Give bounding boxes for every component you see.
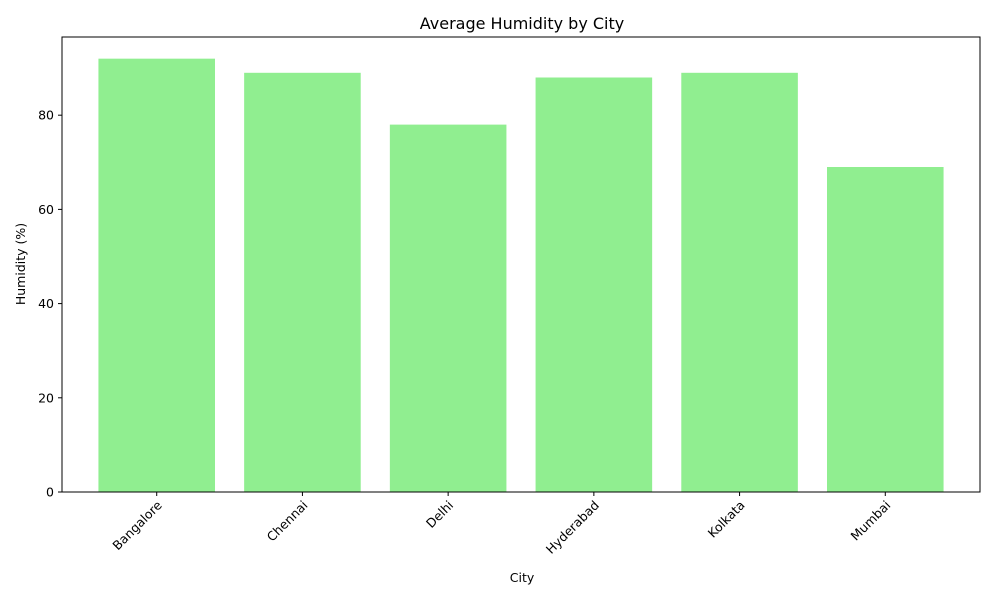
bar-hyderabad xyxy=(535,77,653,492)
bar-bangalore xyxy=(98,58,215,493)
x-tick-label: Mumbai xyxy=(847,498,893,544)
y-axis-label: Humidity (%) xyxy=(13,223,28,305)
y-tick-label: 40 xyxy=(38,296,54,311)
bar-chennai xyxy=(244,72,361,492)
y-tick-label: 80 xyxy=(38,108,54,123)
x-tick-label: Kolkata xyxy=(705,498,748,541)
bar-kolkata xyxy=(681,72,798,492)
chart-title: Average Humidity by City xyxy=(420,14,625,33)
x-axis-ticks: Bangalore Chennai Delhi Hyderabad Kolkata Mum… xyxy=(109,492,893,557)
axes-frame xyxy=(61,36,981,493)
y-tick-label: 0 xyxy=(46,485,54,500)
x-tick-label: Hyderabad xyxy=(543,498,602,557)
bar-delhi xyxy=(389,124,507,492)
y-tick-label: 60 xyxy=(38,202,54,217)
x-tick-label: Delhi xyxy=(423,498,456,531)
y-axis-ticks: 0 20 40 60 80 xyxy=(38,108,62,500)
x-tick-label: Chennai xyxy=(264,498,311,545)
x-axis-label: City xyxy=(510,570,535,585)
y-tick-label: 20 xyxy=(38,390,54,405)
plot-border xyxy=(61,36,981,493)
bars-group xyxy=(98,58,944,493)
bar-mumbai xyxy=(827,167,944,492)
x-tick-label: Bangalore xyxy=(109,497,165,553)
